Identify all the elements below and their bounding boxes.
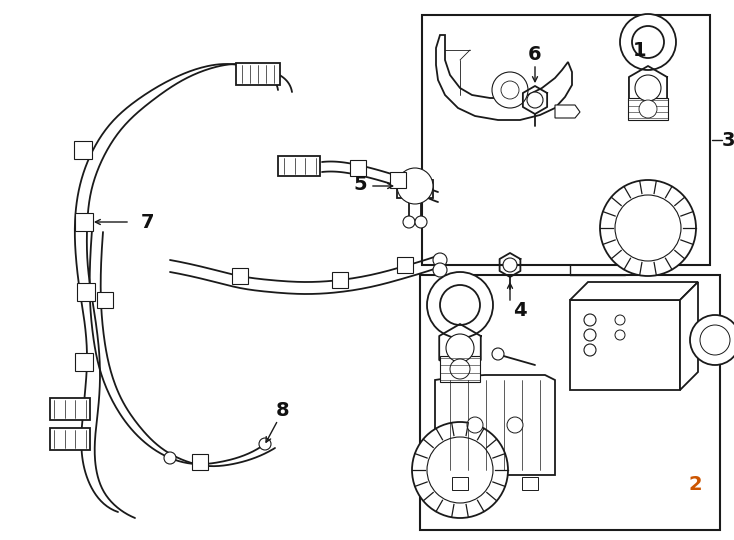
Circle shape: [615, 315, 625, 325]
Text: 7: 7: [141, 213, 155, 232]
Bar: [50, 398, 90, 420]
Circle shape: [433, 263, 447, 277]
Circle shape: [584, 344, 596, 356]
Polygon shape: [452, 477, 468, 490]
Bar: [440, 356, 480, 382]
Circle shape: [397, 168, 433, 204]
Circle shape: [584, 314, 596, 326]
Bar: [332, 272, 348, 288]
Text: 5: 5: [353, 174, 367, 193]
Circle shape: [639, 100, 657, 118]
Bar: [75, 353, 93, 371]
Bar: [192, 454, 208, 470]
Polygon shape: [436, 35, 572, 120]
Text: 4: 4: [513, 300, 527, 320]
Polygon shape: [435, 375, 555, 475]
Bar: [97, 292, 113, 308]
Circle shape: [635, 75, 661, 101]
Bar: [232, 268, 248, 284]
Polygon shape: [555, 105, 580, 118]
Bar: [570, 300, 680, 390]
Polygon shape: [570, 282, 698, 300]
Circle shape: [700, 325, 730, 355]
Circle shape: [615, 195, 681, 261]
Circle shape: [600, 180, 696, 276]
Bar: [236, 63, 280, 85]
Bar: [75, 213, 93, 231]
Bar: [397, 257, 413, 273]
Bar: [278, 156, 320, 176]
Text: 2: 2: [688, 476, 702, 495]
Circle shape: [527, 92, 543, 108]
Bar: [420, 275, 720, 530]
Polygon shape: [680, 282, 698, 390]
Bar: [74, 141, 92, 159]
Circle shape: [403, 216, 415, 228]
Circle shape: [415, 216, 427, 228]
Circle shape: [503, 258, 517, 272]
Bar: [350, 160, 366, 176]
Circle shape: [433, 253, 447, 267]
Circle shape: [492, 348, 504, 360]
Circle shape: [501, 81, 519, 99]
Polygon shape: [522, 477, 538, 490]
Circle shape: [690, 315, 734, 365]
Circle shape: [620, 14, 676, 70]
Text: 1: 1: [633, 40, 647, 59]
Circle shape: [615, 330, 625, 340]
Bar: [628, 98, 668, 120]
Circle shape: [507, 417, 523, 433]
Circle shape: [632, 26, 664, 58]
Bar: [422, 15, 710, 265]
Text: 3: 3: [722, 131, 734, 150]
Circle shape: [259, 438, 271, 450]
Circle shape: [492, 72, 528, 108]
Circle shape: [446, 334, 474, 362]
Circle shape: [584, 329, 596, 341]
Text: 6: 6: [528, 44, 542, 64]
Circle shape: [467, 417, 483, 433]
Bar: [77, 283, 95, 301]
Circle shape: [427, 272, 493, 338]
Circle shape: [427, 437, 493, 503]
Circle shape: [164, 452, 176, 464]
Bar: [50, 428, 90, 450]
Bar: [390, 172, 406, 188]
Circle shape: [450, 359, 470, 379]
Circle shape: [412, 422, 508, 518]
Text: 8: 8: [276, 401, 290, 420]
Bar: [397, 180, 433, 198]
Circle shape: [440, 285, 480, 325]
